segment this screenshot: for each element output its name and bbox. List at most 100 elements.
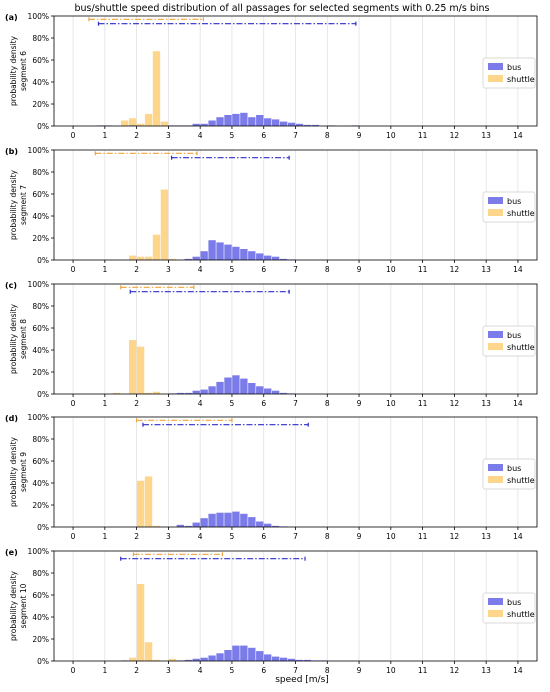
y-tick-label: 80%	[32, 34, 49, 43]
shuttle-bar	[136, 584, 145, 661]
x-tick-label: 11	[418, 399, 428, 408]
bus-bar	[224, 512, 232, 527]
bus-bar	[216, 381, 224, 394]
shuttle-bar	[128, 255, 137, 260]
shuttle-bar	[168, 258, 177, 260]
x-axis-label: speed [m/s]	[275, 675, 329, 685]
y-axis-label-line: probability density	[9, 436, 18, 506]
panel-4: 0%20%40%60%80%100%0 1 2 3 4 5 6 7 8 9 10 11 12 13 14(d…	[5, 413, 538, 541]
x-tick-label: 6	[261, 399, 266, 408]
x-tick-label: 0	[71, 131, 76, 140]
x-tick-label: 14	[513, 131, 523, 140]
x-tick-label: 1	[102, 532, 107, 541]
bus-bar	[232, 113, 240, 126]
panel-2: 0%20%40%60%80%100%0 1 2 3 4 5 6 7 8 9 10 11 12 13 14(b…	[5, 146, 538, 274]
bus-bar	[232, 246, 240, 260]
y-tick-label: 20%	[32, 368, 49, 377]
legend-swatch-shuttle	[488, 343, 503, 350]
bus-bar	[264, 388, 272, 394]
x-tick-label: 8	[325, 399, 330, 408]
bus-bar	[216, 653, 224, 661]
panel-3: 0%20%40%60%80%100%0 1 2 3 4 5 6 7 8 9 10 11 12 13 14(c…	[5, 280, 538, 408]
x-tick-label: 2	[134, 399, 139, 408]
x-tick-label: 1	[102, 131, 107, 140]
x-tick-label: 10	[386, 666, 396, 675]
bus-bar	[200, 657, 208, 661]
x-tick-label: 2	[134, 666, 139, 675]
bus-bar	[295, 659, 304, 661]
x-tick-label: 3	[166, 532, 171, 541]
bus-bar	[256, 521, 264, 527]
bus-bar	[311, 124, 320, 126]
bus-bar	[224, 115, 232, 126]
x-tick-label: 1	[102, 265, 107, 274]
bus-bar	[271, 390, 280, 394]
panel-label: (e)	[5, 548, 18, 557]
x-tick-label: 11	[418, 666, 428, 675]
y-axis-label-line: segment 7	[19, 185, 28, 225]
bus-bar	[303, 659, 312, 661]
y-tick-label: 20%	[32, 501, 49, 510]
y-tick-label: 20%	[32, 635, 49, 644]
legend-label-bus: bus	[507, 598, 521, 607]
bus-bar	[287, 122, 296, 126]
y-tick-label: 0%	[37, 122, 49, 131]
legend-label-shuttle: shuttle	[507, 209, 535, 218]
panels: 0%20%40%60%80%100%0 1 2 3 4 5 6 7 8 9 10 11 12 13 14(a…	[5, 12, 538, 675]
panel-5: 0%20%40%60%80%100%0 1 2 3 4 5 6 7 8 9 10 11 12 13 14(e…	[5, 547, 538, 675]
x-tick-label: 5	[230, 666, 235, 675]
x-tick-label: 2	[134, 131, 139, 140]
panel-label: (d)	[5, 414, 18, 423]
x-tick-label: 0	[71, 399, 76, 408]
y-tick-label: 100%	[28, 413, 49, 422]
bus-bar	[295, 123, 304, 126]
x-tick-label: 6	[261, 265, 266, 274]
shuttle-bar	[152, 659, 161, 661]
shuttle-bar	[113, 392, 121, 394]
bus-bar	[200, 251, 208, 260]
shuttle-bar	[136, 480, 145, 527]
y-axis-label: probability densitysegment 10	[9, 570, 28, 640]
shuttle-bar	[144, 642, 153, 661]
x-tick-label: 12	[450, 666, 460, 675]
y-axis-label-line: probability density	[9, 303, 18, 373]
x-tick-label: 6	[261, 131, 266, 140]
bus-bar	[271, 256, 280, 260]
x-tick-label: 2	[134, 532, 139, 541]
shuttle-bar	[144, 392, 153, 394]
bus-bar	[264, 118, 272, 126]
legend-swatch-shuttle	[488, 209, 503, 216]
y-axis-label-line: probability density	[9, 570, 18, 640]
y-tick-label: 40%	[32, 212, 49, 221]
bus-bar	[256, 253, 264, 260]
x-tick-label: 3	[166, 131, 171, 140]
x-tick-label: 7	[293, 399, 298, 408]
legend-label-shuttle: shuttle	[507, 75, 535, 84]
bus-bar	[208, 386, 216, 394]
y-axis-label: probability densitysegment 9	[9, 436, 28, 506]
bus-bar	[279, 657, 288, 661]
y-axis-label: probability densitysegment 8	[9, 303, 28, 373]
x-tick-label: 12	[450, 131, 460, 140]
y-tick-label: 0%	[37, 390, 49, 399]
bus-bar	[192, 522, 200, 527]
x-tick-label: 10	[386, 131, 396, 140]
x-tick-label: 2	[134, 265, 139, 274]
bus-bar	[216, 512, 224, 527]
x-tick-label: 8	[325, 666, 330, 675]
legend-label-shuttle: shuttle	[507, 476, 535, 485]
bus-bar	[256, 651, 264, 661]
x-tick-label: 14	[513, 666, 523, 675]
shuttle-bar	[160, 121, 169, 126]
y-axis-label-line: segment 10	[19, 583, 28, 628]
y-tick-label: 60%	[32, 591, 49, 600]
x-tick-label: 8	[325, 131, 330, 140]
shuttle-bar	[121, 120, 129, 126]
bus-bar	[232, 645, 240, 661]
shuttle-bar	[152, 525, 161, 527]
x-tick-label: 10	[386, 399, 396, 408]
legend-label-bus: bus	[507, 197, 521, 206]
y-tick-label: 20%	[32, 100, 49, 109]
bus-bar	[248, 383, 256, 394]
